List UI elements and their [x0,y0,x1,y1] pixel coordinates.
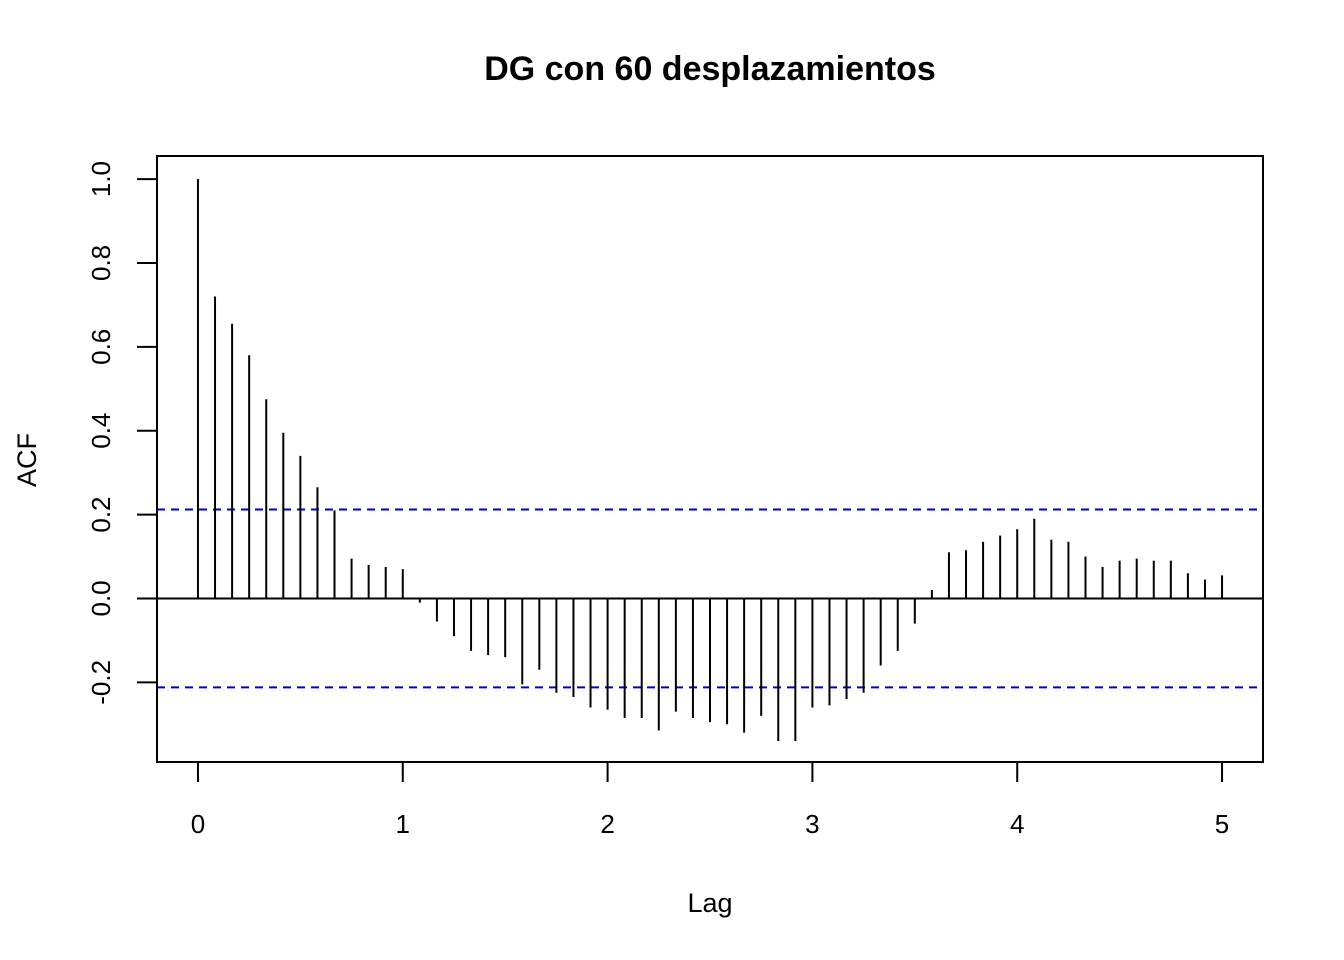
y-tick-label: 0.8 [86,245,116,281]
x-tick-label: 5 [1215,809,1229,839]
y-tick-label: 0.0 [86,580,116,616]
y-tick-label: 0.2 [86,496,116,532]
x-tick-label: 2 [600,809,614,839]
axes: 0 1 2 3 4 5 -0.2 0.0 0.2 0.4 0.6 0.8 1.0 [86,161,1229,839]
y-tick-label: 0.4 [86,413,116,449]
plot-frame [156,155,1264,763]
y-tick-label: 1.0 [86,161,116,197]
x-tick-label: 1 [396,809,410,839]
x-tick-label: 4 [1010,809,1024,839]
chart-title: DG con 60 desplazamientos [484,50,936,88]
y-tick-label: -0.2 [86,660,116,705]
x-tick-label: 0 [191,809,205,839]
y-axis-label: ACF [12,433,42,487]
acf-stems [157,179,1263,742]
y-tick-label: 0.6 [86,329,116,365]
x-tick-label: 3 [805,809,819,839]
x-axis-label: Lag [687,888,732,918]
